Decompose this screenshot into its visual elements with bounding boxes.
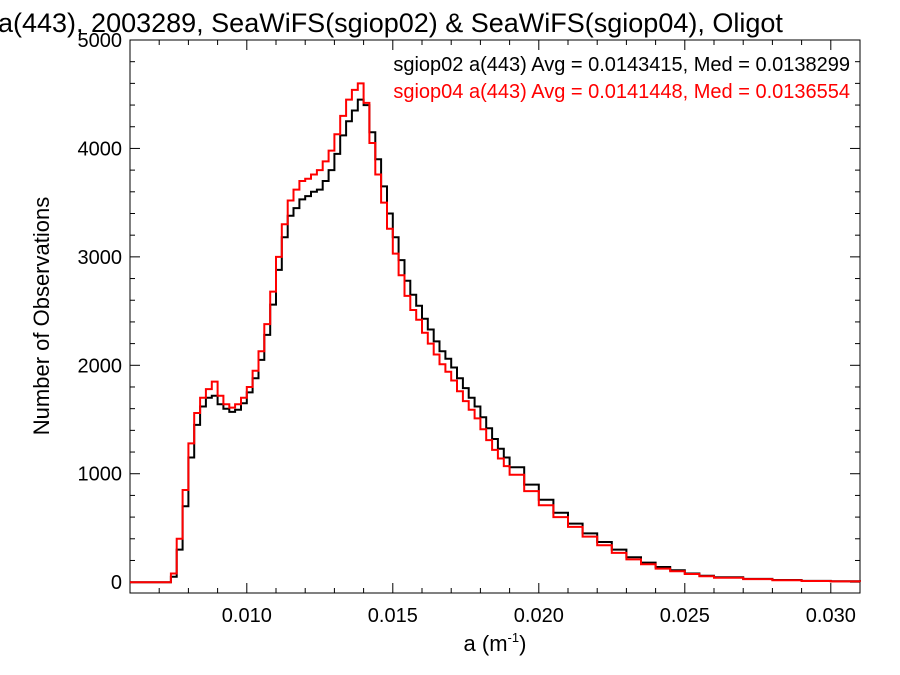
series-line-sgiop02 <box>130 98 861 584</box>
y-tick-label: 0 <box>111 572 122 594</box>
x-axis: 0.010 0.015 0.020 0.025 0.030 <box>129 40 861 627</box>
y-tick-label: 4000 <box>78 138 123 160</box>
x-axis-label-main: a (m <box>464 631 508 656</box>
y-axis-label: Number of Observations <box>29 197 54 435</box>
x-tick-label: 0.015 <box>368 605 418 627</box>
series-line-sgiop04 <box>130 82 861 584</box>
x-tick-label: 0.025 <box>660 605 710 627</box>
chart-title: a(443), 2003289, SeaWiFS(sgiop02) & SeaW… <box>0 8 783 38</box>
y-tick-label: 1000 <box>78 464 123 486</box>
legend: sgiop02 a(443) Avg = 0.0143415, Med = 0.… <box>393 54 850 103</box>
series-layer <box>130 82 861 584</box>
y-tick-label: 3000 <box>78 247 123 269</box>
legend-entry-sgiop02: sgiop02 a(443) Avg = 0.0143415, Med = 0.… <box>393 54 850 76</box>
x-tick-label: 0.010 <box>222 605 272 627</box>
plot-frame <box>129 39 861 594</box>
x-axis-label-end: ) <box>519 631 526 656</box>
legend-entry-sgiop04: sgiop04 a(443) Avg = 0.0141448, Med = 0.… <box>393 81 850 103</box>
x-axis-label-superscript: -1 <box>508 630 520 645</box>
x-tick-label: 0.020 <box>514 605 564 627</box>
y-tick-label: 2000 <box>78 355 123 377</box>
y-tick-label: 5000 <box>78 30 123 52</box>
x-axis-label: a (m-1) <box>464 630 527 656</box>
x-tick-label: 0.030 <box>806 605 856 627</box>
y-axis: 0 1000 2000 3000 4000 5000 <box>78 30 860 594</box>
